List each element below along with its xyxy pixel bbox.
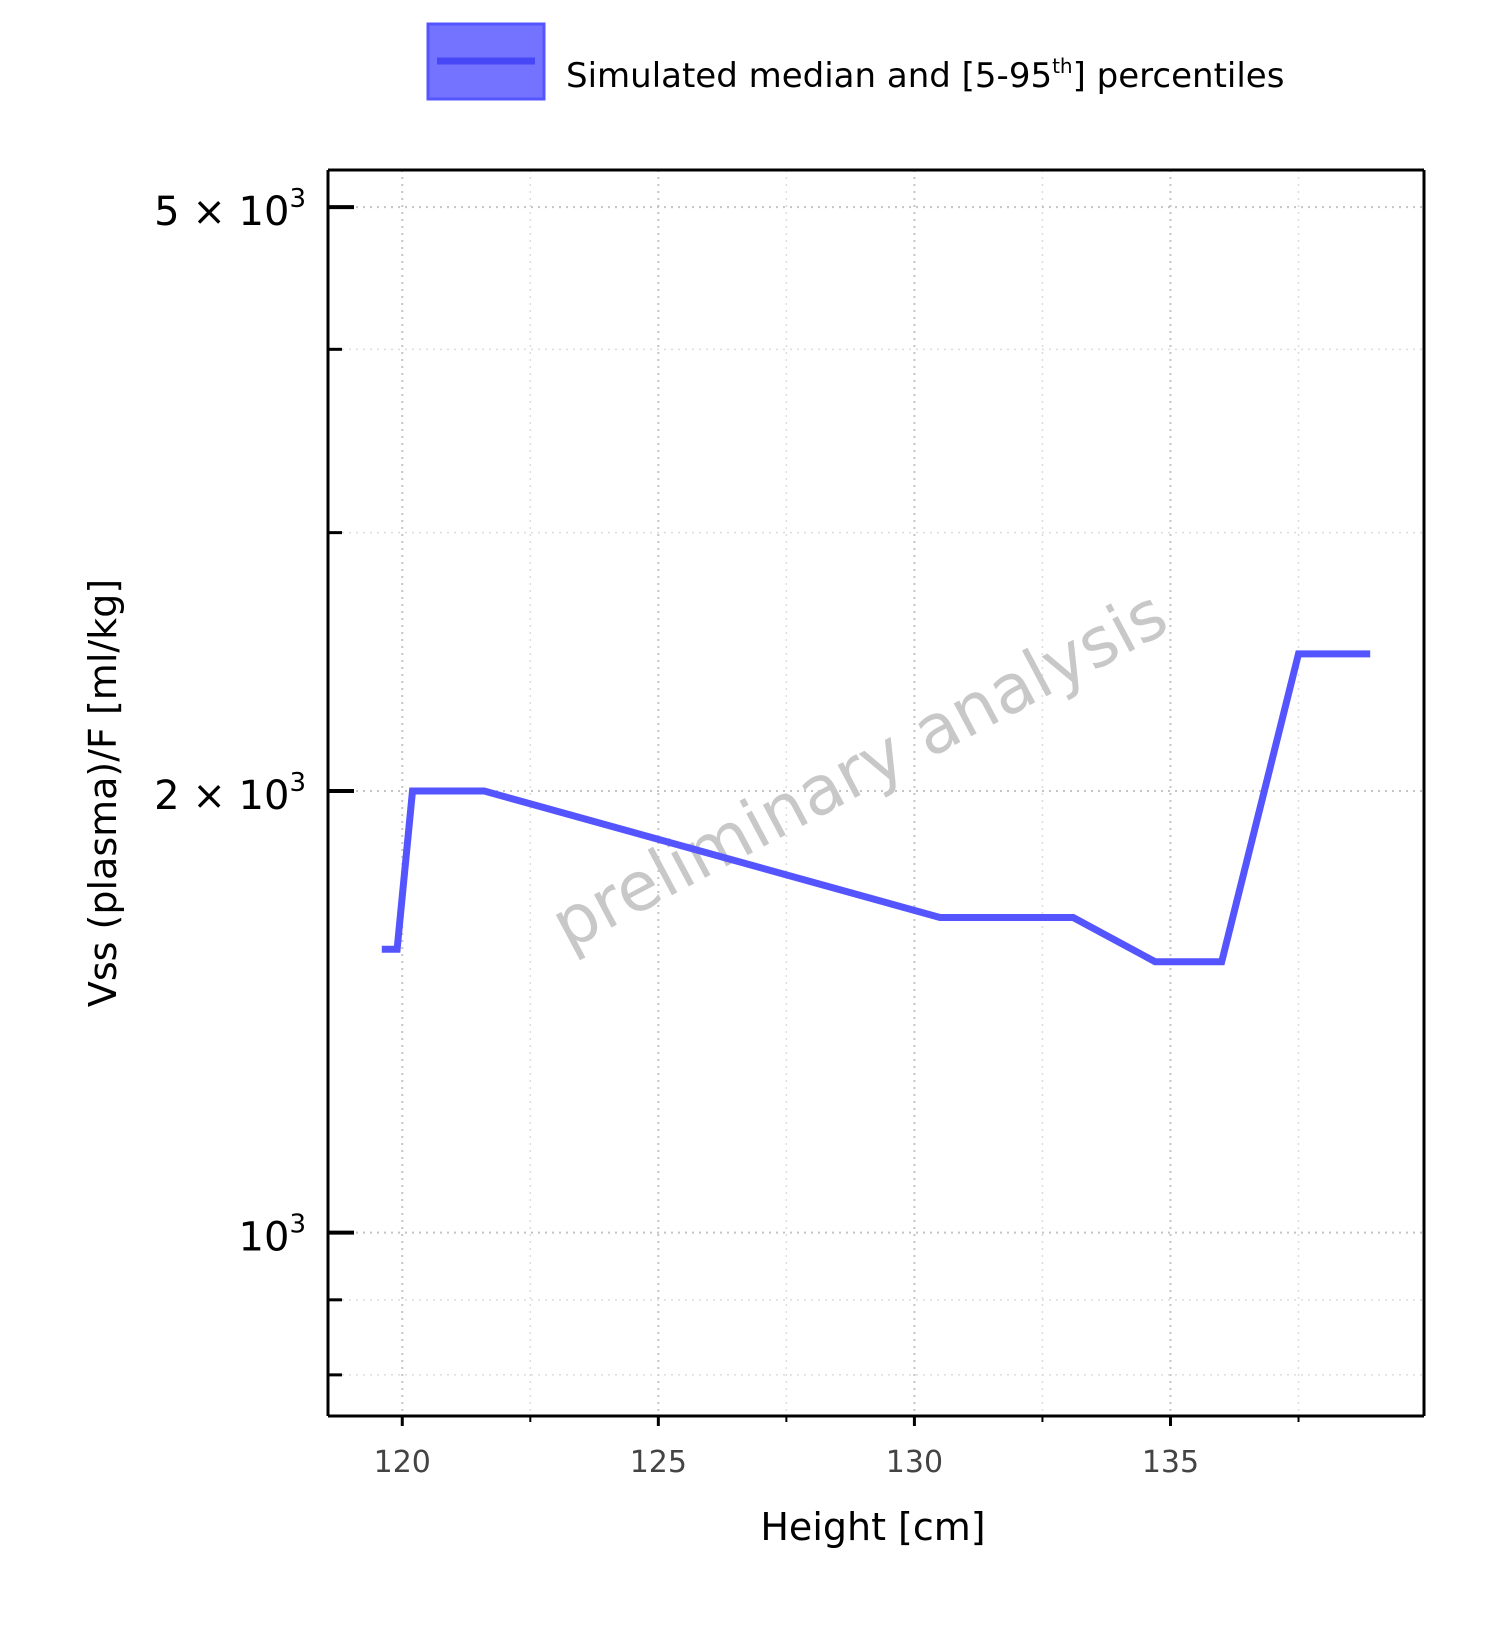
x-tick-label: 125	[630, 1445, 687, 1480]
y-tick-label: 2 × 103	[154, 768, 306, 819]
y-tick-label-base: 2 × 10	[154, 773, 289, 819]
y-tick-label: 103	[239, 1210, 306, 1261]
y-tick-label: 5 × 103	[154, 184, 306, 235]
grid	[328, 170, 1424, 1416]
legend: Simulated median and [5-95th] percentile…	[426, 22, 1284, 101]
legend-label-sup: th	[1052, 54, 1073, 78]
legend-label-main: Simulated median and [5-95	[566, 56, 1052, 96]
watermark: preliminary analysis	[539, 575, 1180, 966]
series-layer	[381, 650, 1371, 966]
watermark-layer: preliminary analysis	[539, 575, 1180, 966]
legend-label: Simulated median and [5-95th] percentile…	[566, 54, 1284, 96]
y-tick-label-exponent: 3	[289, 1210, 306, 1240]
series-line	[381, 650, 1371, 966]
x-tick-label: 130	[886, 1445, 943, 1480]
y-tick-label-exponent: 3	[289, 184, 306, 214]
x-tick-label: 120	[374, 1445, 431, 1480]
x-axis-label: Height [cm]	[760, 1505, 985, 1549]
y-tick-label-base: 5 × 10	[154, 189, 289, 235]
x-tick-label: 135	[1142, 1445, 1199, 1480]
legend-label-end: ] percentiles	[1073, 56, 1285, 96]
y-tick-label-base: 10	[239, 1215, 290, 1261]
y-tick-label-exponent: 3	[289, 768, 306, 798]
y-axis-label: Vss (plasma)/F [ml/kg]	[81, 579, 125, 1007]
axis-labels: Height [cm] Vss (plasma)/F [ml/kg]	[81, 579, 986, 1549]
